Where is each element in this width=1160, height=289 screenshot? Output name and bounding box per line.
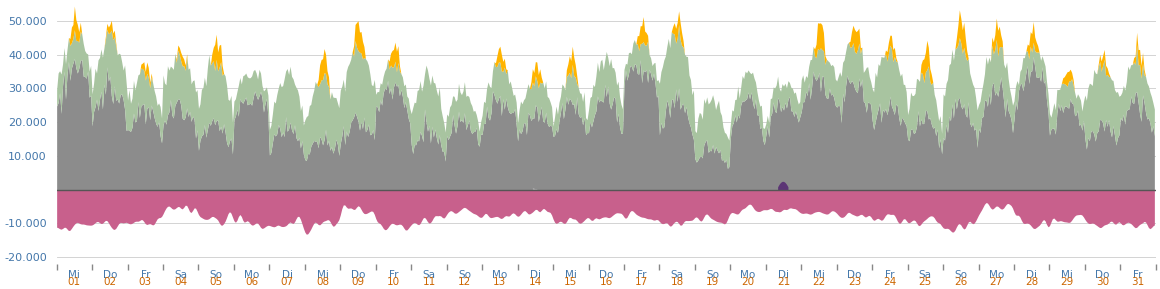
Text: Mi: Mi bbox=[813, 270, 825, 280]
Text: 27: 27 bbox=[989, 277, 1003, 287]
Text: 21: 21 bbox=[777, 277, 790, 287]
Text: 23: 23 bbox=[848, 277, 861, 287]
Text: 03: 03 bbox=[139, 277, 152, 287]
Text: 24: 24 bbox=[883, 277, 897, 287]
Text: Mo: Mo bbox=[492, 270, 507, 280]
Text: 11: 11 bbox=[422, 277, 435, 287]
Text: 20: 20 bbox=[741, 277, 755, 287]
Text: Sa: Sa bbox=[174, 270, 187, 280]
Text: 13: 13 bbox=[493, 277, 507, 287]
Text: Fr: Fr bbox=[885, 270, 894, 280]
Text: Do: Do bbox=[847, 270, 862, 280]
Text: 29: 29 bbox=[1060, 277, 1074, 287]
Text: Mo: Mo bbox=[244, 270, 260, 280]
Text: 07: 07 bbox=[281, 277, 293, 287]
Text: 08: 08 bbox=[316, 277, 329, 287]
Text: 30: 30 bbox=[1096, 277, 1109, 287]
Text: So: So bbox=[955, 270, 967, 280]
Text: Mo: Mo bbox=[988, 270, 1003, 280]
Text: Fr: Fr bbox=[637, 270, 646, 280]
Text: Sa: Sa bbox=[670, 270, 683, 280]
Text: 12: 12 bbox=[458, 277, 471, 287]
Text: Fr: Fr bbox=[1133, 270, 1143, 280]
Text: Mo: Mo bbox=[740, 270, 755, 280]
Text: 25: 25 bbox=[919, 277, 931, 287]
Text: Mi: Mi bbox=[1061, 270, 1073, 280]
Text: 02: 02 bbox=[103, 277, 116, 287]
Text: 14: 14 bbox=[529, 277, 542, 287]
Text: 10: 10 bbox=[387, 277, 400, 287]
Text: 16: 16 bbox=[600, 277, 612, 287]
Text: 22: 22 bbox=[812, 277, 826, 287]
Text: 09: 09 bbox=[351, 277, 364, 287]
Text: So: So bbox=[706, 270, 719, 280]
Text: Mi: Mi bbox=[317, 270, 328, 280]
Text: Mi: Mi bbox=[565, 270, 577, 280]
Text: Sa: Sa bbox=[919, 270, 931, 280]
Text: 01: 01 bbox=[67, 277, 81, 287]
Text: Do: Do bbox=[1095, 270, 1110, 280]
Text: 26: 26 bbox=[955, 277, 967, 287]
Text: Sa: Sa bbox=[422, 270, 435, 280]
Text: 04: 04 bbox=[174, 277, 187, 287]
Text: So: So bbox=[210, 270, 223, 280]
Text: 18: 18 bbox=[670, 277, 683, 287]
Text: Di: Di bbox=[530, 270, 541, 280]
Text: 05: 05 bbox=[210, 277, 223, 287]
Text: Do: Do bbox=[350, 270, 365, 280]
Text: 31: 31 bbox=[1131, 277, 1145, 287]
Text: 17: 17 bbox=[635, 277, 648, 287]
Text: Di: Di bbox=[282, 270, 292, 280]
Text: Fr: Fr bbox=[140, 270, 150, 280]
Text: Di: Di bbox=[1027, 270, 1037, 280]
Text: 28: 28 bbox=[1025, 277, 1038, 287]
Text: Fr: Fr bbox=[389, 270, 398, 280]
Text: Di: Di bbox=[778, 270, 789, 280]
Text: 19: 19 bbox=[706, 277, 719, 287]
Text: Do: Do bbox=[102, 270, 117, 280]
Text: Do: Do bbox=[599, 270, 614, 280]
Text: 06: 06 bbox=[245, 277, 259, 287]
Text: Mi: Mi bbox=[68, 270, 80, 280]
Text: So: So bbox=[458, 270, 471, 280]
Text: 15: 15 bbox=[564, 277, 578, 287]
